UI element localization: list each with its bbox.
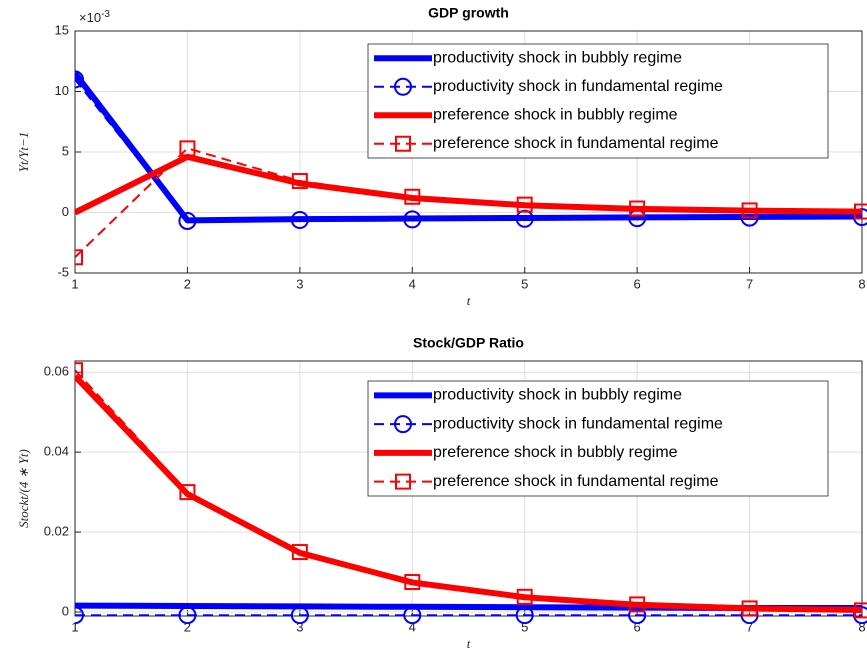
marker	[178, 606, 197, 624]
marker	[290, 211, 309, 230]
y-axis-label: Stockt/(4 ∗ Yt)	[16, 449, 31, 528]
legend-marker	[395, 473, 411, 490]
y-tick-label: 0.02	[44, 524, 69, 539]
legend-label: preference shock in bubbly regime	[433, 444, 678, 461]
x-tick-label: 5	[521, 276, 528, 291]
x-tick-label: 8	[858, 619, 865, 634]
marker	[404, 574, 421, 591]
marker	[290, 606, 309, 624]
legend-label: productivity shock in bubbly regime	[433, 49, 682, 66]
x-tick-label: 3	[296, 276, 303, 291]
marker	[75, 249, 83, 266]
marker	[179, 140, 196, 157]
marker	[629, 596, 646, 613]
marker	[75, 362, 83, 379]
y-tick-label: 0.04	[44, 444, 69, 459]
marker	[75, 70, 84, 89]
x-tick-label: 3	[296, 619, 303, 634]
y-axis-label: Yt/Yt−1	[16, 132, 31, 173]
marker	[854, 203, 867, 220]
x-tick-label: 4	[409, 276, 416, 291]
legend-marker	[395, 135, 411, 152]
y-tick-label: 15	[55, 22, 69, 37]
marker	[179, 484, 196, 501]
marker	[741, 600, 758, 617]
x-tick-label: 1	[71, 619, 78, 634]
series-layer	[75, 70, 867, 266]
y-exponent-power: -3	[101, 9, 110, 20]
legend-box	[367, 380, 829, 497]
series-line	[75, 147, 863, 258]
axes-box	[74, 30, 863, 274]
legend-marker	[394, 77, 412, 96]
legend-label: preference shock in fundamental regime	[433, 473, 719, 490]
series-layer	[75, 362, 867, 624]
x-tick-label: 2	[184, 619, 191, 634]
marker	[854, 602, 867, 619]
x-tick-label: 5	[521, 619, 528, 634]
marker	[403, 210, 422, 229]
marker	[515, 606, 534, 624]
x-tick-label: 2	[184, 276, 191, 291]
x-axis-label: t	[467, 293, 471, 308]
marker	[629, 200, 646, 217]
series-line	[75, 78, 863, 222]
marker	[741, 202, 758, 219]
marker	[75, 606, 84, 624]
marker	[516, 196, 533, 213]
x-tick-label: 6	[634, 619, 641, 634]
legend-label: productivity shock in fundamental regime	[433, 78, 723, 95]
y-tick-label: 5	[62, 143, 69, 158]
legend-label: preference shock in fundamental regime	[433, 135, 719, 152]
y-tick-label: 0	[62, 603, 69, 618]
y-exponent-base: ×10	[79, 10, 101, 25]
x-tick-label: 7	[746, 619, 753, 634]
legend-label: productivity shock in fundamental regime	[433, 415, 723, 432]
y-exponent: ×10-3	[79, 9, 110, 26]
marker	[178, 211, 197, 230]
marker	[403, 606, 422, 624]
marker	[291, 173, 308, 190]
y-tick-label: 0	[62, 204, 69, 219]
y-tick-label: -5	[57, 264, 69, 279]
marker	[404, 188, 421, 205]
marker	[291, 544, 308, 561]
x-tick-label: 7	[746, 276, 753, 291]
y-tick-label: 10	[55, 83, 69, 98]
marker	[516, 588, 533, 605]
x-tick-label: 6	[634, 276, 641, 291]
series-line	[75, 369, 863, 612]
chart-title: GDP growth	[428, 5, 509, 21]
x-tick-label: 8	[858, 276, 865, 291]
legend-label: productivity shock in bubbly regime	[433, 387, 682, 404]
chart-title: Stock/GDP Ratio	[413, 335, 524, 351]
legend-marker	[394, 415, 412, 434]
legend-label: preference shock in bubbly regime	[433, 106, 678, 123]
y-tick-label: 0.06	[44, 364, 69, 379]
x-tick-label: 4	[409, 619, 416, 634]
x-axis-label: t	[467, 636, 471, 651]
x-tick-label: 1	[71, 276, 78, 291]
legend-box	[367, 43, 829, 159]
